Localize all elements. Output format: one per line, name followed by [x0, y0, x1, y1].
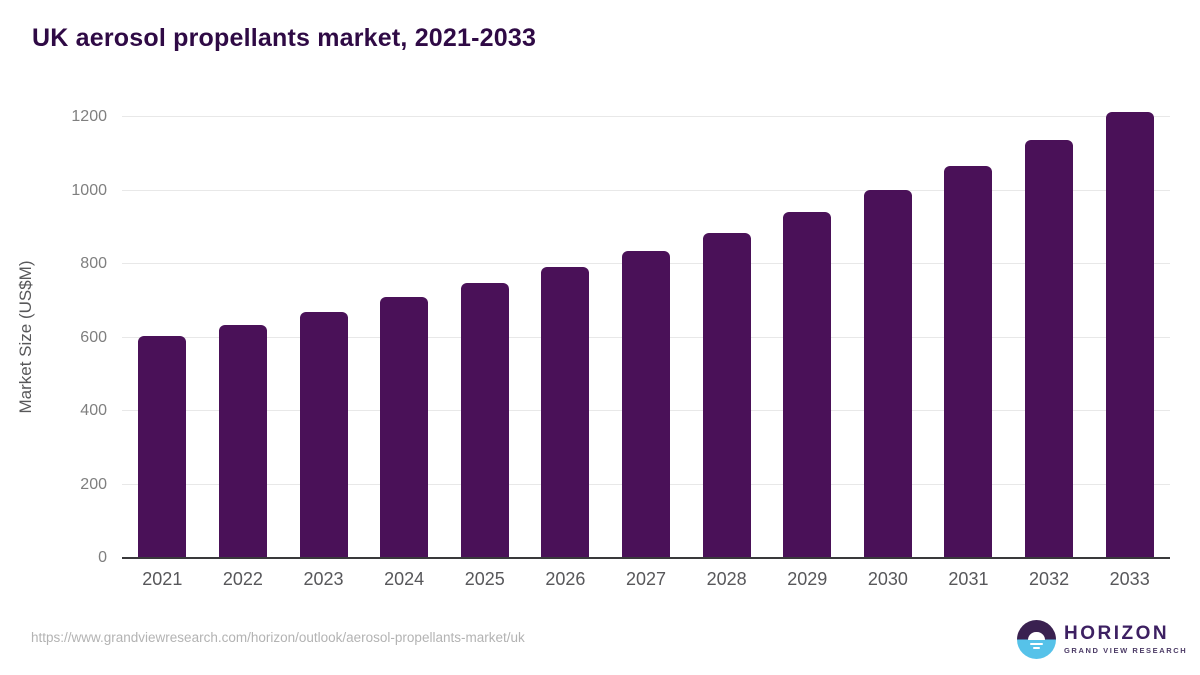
bar-2026	[541, 267, 590, 558]
y-tick-label-0: 0	[98, 549, 107, 566]
x-tick-label-2022: 2022	[222, 569, 263, 589]
y-tick-label-400: 400	[80, 402, 107, 419]
sun-reflection-line	[1030, 643, 1043, 645]
bar-2029	[783, 211, 832, 558]
bar-2022	[218, 324, 267, 558]
brand-text: HORIZON GRAND VIEW RESEARCH	[1064, 624, 1187, 655]
x-tick-label-2026: 2026	[545, 569, 586, 589]
bar-2021	[138, 336, 187, 558]
x-tick-label-2028: 2028	[706, 569, 747, 589]
plot-area	[122, 111, 1170, 559]
y-tick-label-200: 200	[80, 475, 107, 493]
bar-2023	[299, 311, 348, 558]
brand-name: HORIZON	[1064, 623, 1170, 644]
gridline-1200	[122, 116, 1170, 117]
bar-2030	[863, 189, 912, 558]
y-tick-label-1000: 1000	[71, 181, 107, 199]
y-tick-label-1200: 1200	[71, 108, 107, 125]
x-tick-label-2031: 2031	[948, 569, 989, 589]
horizon-sun-icon	[1017, 620, 1056, 659]
x-tick-label-2033: 2033	[1109, 569, 1150, 589]
chart-title: UK aerosol propellants market, 2021-2033	[32, 24, 537, 52]
bar-2033	[1105, 111, 1154, 558]
x-tick-label-2024: 2024	[384, 569, 425, 589]
x-tick-label-2030: 2030	[867, 569, 908, 589]
x-tick-label-2023: 2023	[303, 569, 344, 589]
x-axis-line	[122, 557, 1170, 559]
x-tick-label-2025: 2025	[464, 569, 505, 589]
horizon-logo: HORIZON GRAND VIEW RESEARCH	[1017, 620, 1187, 659]
source-url: https://www.grandviewresearch.com/horizo…	[31, 630, 525, 645]
sun-reflection-line	[1033, 647, 1040, 649]
x-tick-label-2032: 2032	[1029, 569, 1070, 589]
bar-2025	[460, 283, 509, 558]
x-tick-label-2027: 2027	[625, 569, 667, 589]
x-axis-tick-labels: 2021 2022 2023 2024 2025 2026 2027 2028 2029 2030…	[122, 569, 1170, 593]
bar-2024	[380, 296, 429, 558]
brand-tagline: GRAND VIEW RESEARCH	[1064, 646, 1188, 655]
gridline-1000	[122, 189, 1170, 191]
bar-2027	[622, 250, 670, 558]
sun-shape	[1028, 631, 1045, 640]
x-tick-label-2029: 2029	[787, 569, 828, 589]
bar-2031	[944, 165, 993, 558]
y-tick-label-600: 600	[80, 328, 107, 346]
bar-2032	[1025, 139, 1074, 558]
bar-2028	[702, 233, 751, 558]
y-tick-label-800: 800	[80, 255, 107, 272]
y-axis-tick-labels: 0 200 400 600 800 1000 1200	[0, 108, 107, 566]
x-tick-label-2021: 2021	[142, 569, 183, 589]
